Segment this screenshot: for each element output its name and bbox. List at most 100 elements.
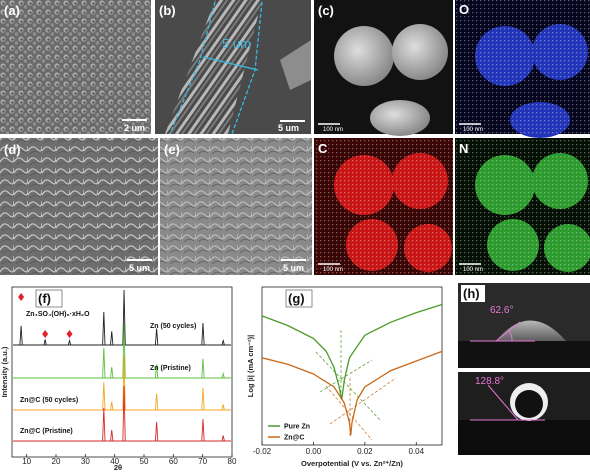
eds-noise	[455, 0, 590, 134]
sem-texture	[280, 40, 311, 90]
peak	[221, 338, 225, 346]
peak	[201, 418, 205, 442]
peak	[122, 385, 126, 442]
peak	[154, 393, 159, 411]
x-tick-label: -0.02	[253, 447, 272, 456]
scale-text: 100 nm	[323, 267, 343, 273]
y-axis-label: Intensity (a.u.)	[0, 346, 9, 397]
contact-angle: 128.8°	[475, 376, 504, 387]
x-tick-label: 80	[228, 457, 237, 466]
peak	[154, 421, 159, 442]
angle-line	[495, 321, 521, 342]
angle-arc	[508, 330, 513, 342]
panel-label: (f)	[38, 291, 51, 306]
angle-line	[487, 384, 519, 421]
peak	[110, 331, 114, 346]
peak	[19, 325, 23, 346]
peak	[102, 382, 106, 411]
scale-text: 5 um	[283, 263, 304, 273]
panel-label: (h)	[463, 286, 480, 301]
peak	[154, 364, 159, 379]
annotation-line	[202, 56, 259, 71]
phase-annotation: Zn₄SO₄(OH)₆·xH₂O	[26, 311, 90, 318]
panel-label: (d)	[4, 142, 21, 157]
x-tick-label: 60	[169, 457, 178, 466]
peak	[201, 322, 205, 346]
x-tick-label: 70	[198, 457, 207, 466]
peak	[110, 401, 114, 411]
peak	[221, 435, 225, 442]
x-tick-label: 10	[22, 457, 31, 466]
peak	[102, 347, 106, 379]
tangent-line	[329, 377, 397, 425]
x-tick-label: 0.02	[357, 447, 373, 456]
x-tick-label: 0.04	[408, 447, 424, 456]
eds-noise	[314, 138, 453, 275]
peak	[122, 289, 126, 346]
peak	[201, 358, 205, 379]
y-axis-label: Log |i| (mA cm⁻²)|	[246, 335, 255, 397]
x-axis-label: Overpotential (V vs. Zn²⁺/Zn)	[301, 459, 403, 468]
x-axis-label: 2θ	[114, 463, 122, 472]
x-tick-label: 30	[81, 457, 90, 466]
tangent-line	[325, 385, 373, 441]
scale-text: 100 nm	[463, 127, 483, 133]
peak	[43, 339, 47, 346]
phase-marker	[18, 293, 25, 301]
x-tick-label: 20	[52, 457, 61, 466]
droplet-core	[515, 390, 543, 418]
peak	[110, 429, 114, 442]
panel-label: C	[318, 141, 328, 156]
scale-text: 2 um	[124, 123, 145, 133]
annotation-line	[169, 1, 216, 135]
scale-text: 5 um	[278, 123, 299, 133]
peak	[221, 404, 225, 411]
tangent-line	[315, 351, 381, 421]
particle	[370, 100, 430, 136]
panel-label: O	[459, 2, 469, 17]
legend-label: Pure Zn	[284, 424, 310, 431]
curve	[261, 350, 443, 436]
sem-texture	[160, 138, 312, 275]
particle	[334, 26, 394, 86]
thickness-label: 5 um	[222, 36, 251, 51]
series-label: Zn@C (50 cycles)	[20, 397, 78, 404]
panel-label: (g)	[288, 291, 305, 306]
panel-label: (e)	[164, 142, 180, 157]
x-tick-label: 40	[110, 457, 119, 466]
substrate	[458, 420, 590, 455]
peak	[102, 407, 106, 442]
peak	[201, 387, 205, 411]
peak	[122, 354, 126, 411]
series-label: Zn (50 cycles)	[150, 323, 196, 330]
scale-text: 100 nm	[323, 127, 343, 133]
phase-marker	[66, 330, 73, 338]
tangent-line	[319, 359, 373, 393]
series-label: Zn@C (Pristine)	[20, 428, 73, 435]
scale-text: 100 nm	[463, 267, 483, 273]
label-box	[461, 285, 485, 302]
series-label: Zn (Pristine)	[150, 365, 191, 372]
particle	[392, 24, 448, 80]
phase-marker	[42, 330, 49, 338]
peak	[102, 311, 106, 346]
legend-label: Zn@C	[284, 435, 304, 442]
peak	[122, 322, 126, 379]
panel-label: (c)	[318, 3, 334, 18]
peak	[67, 338, 72, 346]
x-tick-label: 50	[140, 457, 149, 466]
annotation-line	[231, 1, 263, 135]
label-box	[285, 289, 313, 308]
substrate	[458, 341, 590, 368]
scale-text: 5 um	[129, 263, 150, 273]
contact-angle: 62.6°	[490, 305, 513, 316]
x-tick-label: 0.00	[306, 447, 322, 456]
peak	[110, 366, 114, 379]
peak	[154, 328, 159, 346]
plot-frame	[11, 286, 233, 458]
eds-noise	[455, 138, 590, 275]
label-box	[35, 289, 63, 308]
sem-texture	[165, 0, 262, 134]
